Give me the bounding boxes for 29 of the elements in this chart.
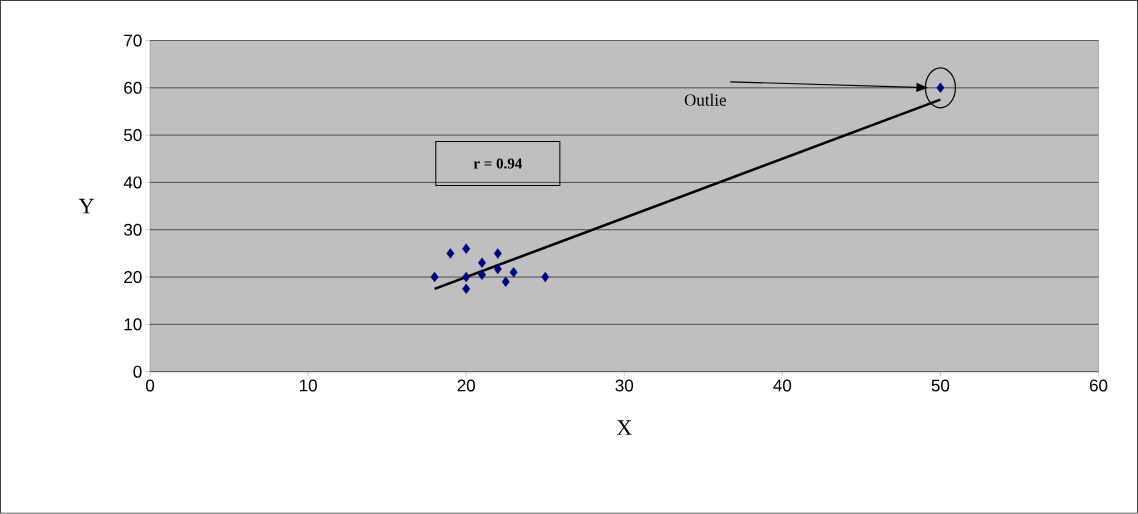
y-tick-label: 40	[123, 176, 142, 189]
x-tick-label: 20	[457, 379, 476, 392]
y-tick-label: 60	[124, 81, 142, 94]
point	[493, 263, 502, 275]
point	[509, 267, 518, 278]
point	[541, 271, 550, 283]
x-tick-label: 40	[773, 379, 792, 392]
point	[462, 271, 471, 283]
x-tick-label: 60	[1089, 379, 1108, 392]
x-tick-label: 0	[146, 379, 155, 392]
annotation: r = 0.94	[473, 158, 523, 169]
y-tick-label: 50	[124, 129, 142, 142]
y-tick-label: 0	[133, 365, 142, 378]
point	[493, 248, 502, 259]
x-tick-label: 10	[299, 379, 317, 392]
y-tick-label: 70	[124, 34, 142, 47]
point	[462, 283, 471, 295]
y-tick-label: 30	[123, 223, 142, 236]
point	[446, 248, 455, 259]
point	[501, 276, 510, 288]
x-axis-title: X	[616, 420, 632, 435]
annotation: Outlie	[684, 93, 726, 106]
y-tick-label: 20	[124, 271, 142, 284]
y-tick-label: 10	[124, 318, 142, 331]
point	[430, 271, 439, 283]
point	[462, 243, 471, 254]
y-axis-title: Y	[78, 199, 94, 214]
x-tick-label: 50	[931, 379, 950, 392]
x-tick-label: 30	[615, 379, 634, 392]
